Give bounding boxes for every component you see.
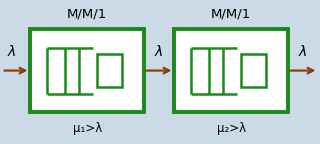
Text: μ₂>λ: μ₂>λ xyxy=(217,122,246,135)
Bar xyxy=(30,29,144,112)
Text: M/M/1: M/M/1 xyxy=(67,7,107,20)
Bar xyxy=(97,54,122,87)
Bar xyxy=(241,54,266,87)
Text: M/M/1: M/M/1 xyxy=(211,7,251,20)
Bar xyxy=(174,29,288,112)
Text: μ₁>λ: μ₁>λ xyxy=(73,122,102,135)
Text: λ: λ xyxy=(299,45,307,59)
Text: λ: λ xyxy=(8,45,16,59)
Text: λ: λ xyxy=(155,45,163,59)
